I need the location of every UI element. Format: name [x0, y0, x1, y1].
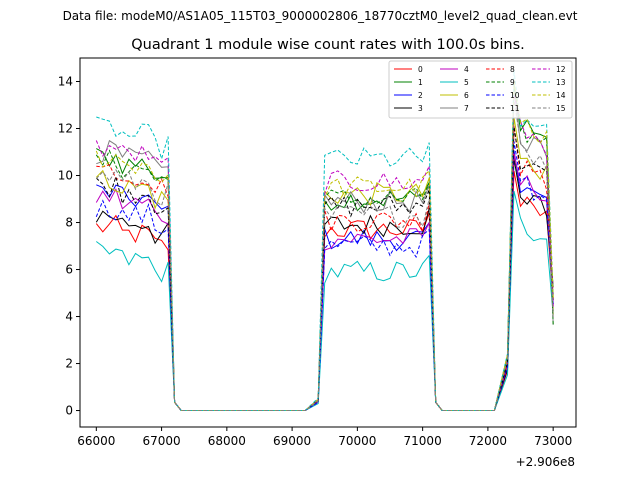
- x-tick-label: 73000: [534, 434, 572, 448]
- legend-label-0: 0: [418, 65, 423, 74]
- legend-label-10: 10: [510, 91, 520, 100]
- axes-layer: 66000 67000 68000 69000 70000 71000 72000 73000…: [58, 57, 577, 448]
- series-line-15: [95, 98, 554, 411]
- y-tick-label: 6: [65, 263, 73, 277]
- plot-layer: [95, 70, 554, 411]
- series-line-13: [96, 70, 554, 411]
- x-tick-label: 70000: [338, 434, 376, 448]
- legend-label-6: 6: [464, 91, 469, 100]
- x-tick-label: 66000: [77, 434, 115, 448]
- y-tick-label: 14: [58, 75, 73, 89]
- legend-label-4: 4: [464, 65, 469, 74]
- series-line-9: [95, 86, 554, 411]
- series-line-7: [96, 87, 554, 411]
- series-line-10: [95, 141, 554, 411]
- legend-label-8: 8: [510, 65, 515, 74]
- x-tick-label: 68000: [208, 434, 246, 448]
- y-tick-label: 0: [65, 404, 73, 418]
- x-tick-label: 67000: [142, 434, 180, 448]
- legend-label-2: 2: [418, 91, 423, 100]
- x-tick-label: 69000: [273, 434, 311, 448]
- y-tick-label: 8: [65, 216, 73, 230]
- legend-label-15: 15: [556, 104, 566, 113]
- y-tick-label: 12: [58, 122, 73, 136]
- legend-label-1: 1: [418, 78, 423, 87]
- legend-label-13: 13: [556, 78, 566, 87]
- legend-label-9: 9: [510, 78, 515, 87]
- series-group: [95, 70, 554, 411]
- x-offset-label: +2.906e8: [516, 455, 575, 469]
- legend-label-3: 3: [418, 104, 423, 113]
- y-tick-label: 2: [65, 357, 73, 371]
- series-line-11: [95, 126, 554, 411]
- series-line-2: [96, 150, 554, 411]
- x-tick-label: 71000: [404, 434, 442, 448]
- legend-box: [388, 60, 573, 119]
- legend-label-7: 7: [464, 104, 469, 113]
- legend-label-14: 14: [556, 91, 566, 100]
- legend-label-12: 12: [556, 65, 566, 74]
- series-line-8: [96, 125, 554, 411]
- data-file-label: Data file: modeM0/AS1A05_115T03_90000028…: [63, 9, 578, 23]
- legend-label-5: 5: [464, 78, 469, 87]
- axes-frame: [79, 57, 577, 428]
- y-tick-label: 4: [65, 310, 73, 324]
- chart-title: Quadrant 1 module wise count rates with …: [131, 37, 525, 53]
- y-tick-label: 10: [58, 169, 73, 183]
- legend-label-11: 11: [510, 104, 520, 113]
- x-tick-label: 72000: [469, 434, 507, 448]
